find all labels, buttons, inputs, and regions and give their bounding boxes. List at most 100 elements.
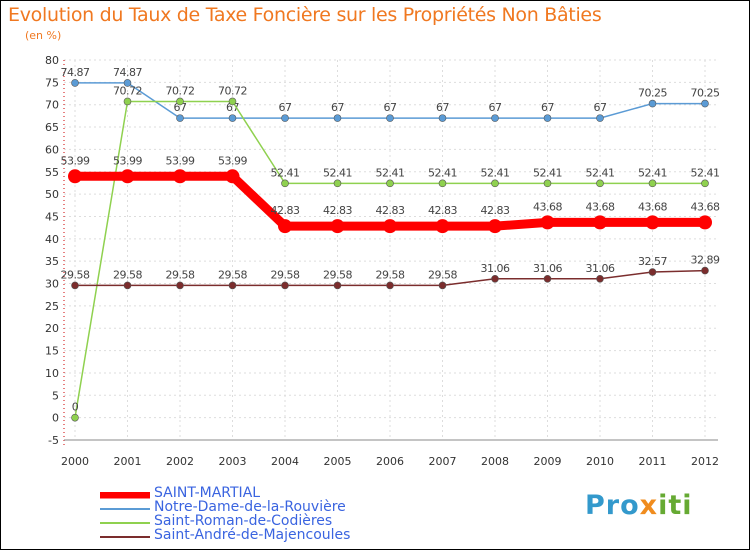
y-tick-label: 15 [45, 345, 59, 358]
logo-part-2: x [639, 490, 659, 521]
data-label: 74.87 [61, 66, 90, 79]
data-label: 42.83 [376, 204, 405, 217]
data-point [386, 114, 394, 122]
x-tick-label: 2010 [586, 455, 614, 468]
data-point [701, 266, 709, 275]
x-tick-label: 2002 [166, 455, 194, 468]
data-point [386, 179, 394, 188]
legend-swatch-notre-dame [100, 508, 150, 510]
data-label: 70.72 [113, 84, 142, 97]
y-tick-label: 0 [52, 412, 59, 425]
data-label: 0 [72, 401, 79, 414]
data-label: 43.68 [586, 200, 615, 213]
data-point [386, 281, 394, 290]
data-point [333, 179, 342, 188]
x-tick-label: 2001 [114, 455, 142, 468]
data-point [68, 169, 82, 184]
data-label: 67 [331, 101, 344, 114]
data-point [543, 114, 552, 122]
data-point [540, 215, 555, 230]
data-point [176, 114, 184, 122]
y-tick-label: 60 [45, 143, 59, 156]
data-point [123, 281, 132, 290]
y-tick-label: 50 [45, 188, 59, 201]
data-point [645, 215, 660, 230]
data-label: 43.68 [533, 200, 562, 213]
proxiti-logo: Proxiti [585, 490, 693, 521]
data-point [593, 215, 607, 230]
y-tick-label: 5 [52, 389, 59, 402]
data-point [543, 179, 552, 188]
data-point [491, 179, 499, 188]
data-point [71, 79, 79, 87]
data-label: 53.99 [61, 154, 90, 167]
data-label: 29.58 [428, 268, 457, 281]
x-tick-label: 2009 [534, 455, 562, 468]
data-label: 32.57 [638, 255, 667, 268]
data-label: 29.58 [218, 268, 247, 281]
x-tick-label: 2011 [639, 455, 667, 468]
x-tick-label: 2012 [691, 455, 719, 468]
data-point [596, 114, 604, 122]
data-label: 52.41 [533, 166, 562, 179]
data-label: 52.41 [376, 166, 405, 179]
data-point [281, 114, 289, 122]
data-label: 42.83 [271, 204, 300, 217]
x-tick-label: 2004 [271, 455, 299, 468]
data-label: 70.25 [691, 87, 720, 100]
data-point [176, 97, 184, 106]
logo-part-1: Pro [585, 490, 640, 521]
data-label: 52.41 [586, 166, 615, 179]
data-point [333, 281, 342, 290]
data-point [596, 179, 604, 188]
y-tick-label: 25 [45, 300, 59, 313]
data-label: 52.41 [428, 166, 457, 179]
data-point [281, 179, 289, 188]
data-label: 29.58 [271, 268, 300, 281]
data-point [491, 114, 499, 122]
data-label: 74.87 [113, 66, 142, 79]
data-point [333, 114, 342, 122]
data-label: 70.72 [218, 84, 247, 97]
data-point [123, 79, 132, 87]
data-label: 31.06 [586, 262, 615, 275]
y-tick-label: 30 [45, 278, 59, 291]
data-label: 29.58 [376, 268, 405, 281]
y-tick-label: 65 [45, 121, 59, 134]
data-point [648, 268, 657, 276]
data-label: 29.58 [113, 268, 142, 281]
y-tick-label: 80 [45, 54, 59, 67]
y-tick-label: 70 [45, 99, 59, 112]
data-label: 67 [594, 101, 607, 114]
x-tick-label: 2007 [429, 455, 457, 468]
x-tick-label: 2000 [61, 455, 89, 468]
logo-part-3: iti [658, 490, 693, 521]
data-label: 67 [174, 101, 187, 114]
x-tick-label: 2006 [376, 455, 404, 468]
data-point [228, 114, 237, 122]
data-point [173, 169, 187, 184]
data-point [698, 215, 712, 230]
data-label: 52.41 [481, 166, 510, 179]
data-point [176, 281, 184, 290]
legend-label: Notre-Dame-de-la-Rouvière [154, 499, 346, 515]
data-point [330, 219, 345, 234]
data-point [228, 281, 237, 290]
data-label: 53.99 [113, 154, 142, 167]
data-point [383, 219, 397, 234]
data-label: 67 [279, 101, 292, 114]
y-tick-label: -5 [48, 434, 59, 447]
data-point [491, 274, 499, 283]
legend-swatch-saint-roman [100, 522, 150, 524]
data-label: 43.68 [691, 200, 720, 213]
data-label: 29.58 [323, 268, 352, 281]
data-point [120, 169, 135, 184]
y-tick-label: 45 [45, 210, 59, 223]
x-tick-label: 2003 [219, 455, 247, 468]
data-label: 67 [489, 101, 502, 114]
data-label: 43.68 [638, 200, 667, 213]
legend-label: Saint-André-de-Majencoules [154, 527, 351, 543]
data-label: 42.83 [323, 204, 352, 217]
data-label: 31.06 [481, 262, 510, 275]
